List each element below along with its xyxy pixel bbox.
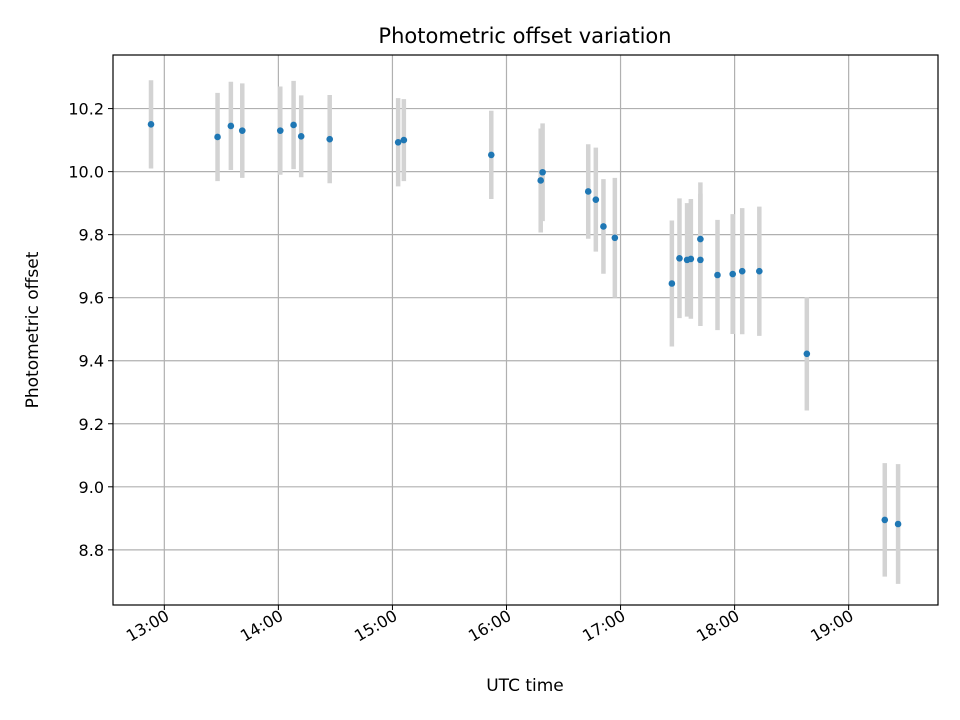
data-point [714, 271, 721, 279]
data-point [756, 267, 763, 275]
data-point [668, 280, 676, 287]
y-tick-label: 9.4 [79, 352, 104, 371]
data-point [227, 122, 235, 130]
data-point [600, 223, 607, 230]
data-point [697, 235, 704, 243]
data-points [147, 121, 902, 528]
y-tick-label: 10.0 [68, 163, 104, 182]
plot-frame [112, 54, 939, 606]
data-point [537, 177, 545, 184]
data-point [297, 133, 305, 140]
y-tick-label: 9.2 [79, 415, 104, 434]
data-point [584, 188, 592, 195]
data-point [611, 234, 619, 242]
y-tick-label: 10.2 [68, 100, 104, 119]
data-point [729, 270, 737, 278]
x-axis-label: UTC time [486, 676, 564, 696]
y-tick-label: 9.0 [79, 478, 104, 497]
data-point [394, 139, 402, 146]
data-point [326, 135, 334, 143]
data-point [147, 121, 155, 128]
y-tick-label: 8.8 [79, 541, 104, 560]
y-tick-label: 9.8 [79, 226, 104, 245]
grid [113, 55, 938, 605]
data-point [214, 133, 221, 141]
data-point [238, 127, 246, 134]
data-point [539, 168, 546, 176]
y-axis-ticks: 8.8 9.0 9.2 9.4 9.6 9.8 10.0 10.2 [68, 100, 113, 560]
data-point [803, 350, 811, 358]
data-point [592, 196, 600, 203]
data-point [687, 255, 695, 263]
data-point [894, 520, 902, 528]
y-axis-label: Photometric offset [23, 251, 43, 408]
y-tick-label: 9.6 [79, 289, 104, 308]
data-point [697, 256, 704, 264]
data-point [487, 151, 495, 159]
data-point [881, 516, 889, 524]
data-point [738, 267, 746, 275]
data-point [676, 254, 683, 262]
data-point [290, 121, 297, 129]
chart-title: Photometric offset variation [378, 24, 671, 48]
data-point [276, 127, 284, 134]
data-point [400, 136, 408, 144]
